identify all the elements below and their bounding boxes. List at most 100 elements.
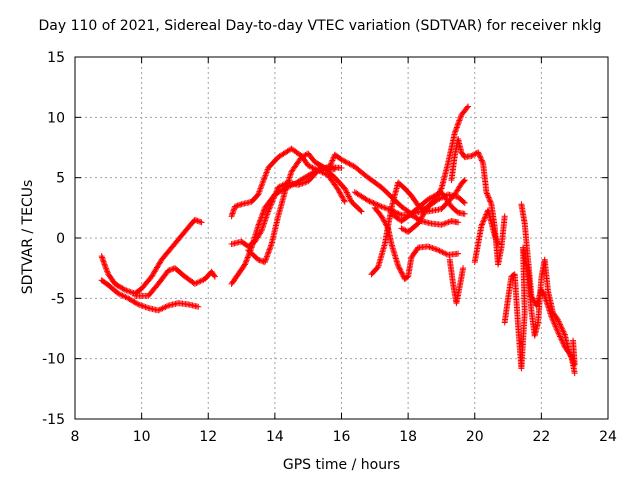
plus-marker xyxy=(433,246,440,253)
plus-marker xyxy=(451,130,458,137)
plus-marker xyxy=(295,181,302,188)
plus-marker xyxy=(262,170,269,177)
plus-marker xyxy=(485,193,492,200)
plus-marker xyxy=(383,222,390,229)
plus-marker xyxy=(435,247,442,254)
plus-marker xyxy=(460,265,467,272)
plus-marker xyxy=(196,278,203,285)
plus-marker xyxy=(199,277,206,284)
x-tick-label: 8 xyxy=(71,429,80,445)
plus-marker xyxy=(440,249,447,256)
plus-marker xyxy=(556,332,563,339)
plus-marker xyxy=(529,295,536,302)
plus-marker xyxy=(278,182,285,189)
plus-marker xyxy=(255,191,262,198)
plus-marker xyxy=(159,305,166,312)
plus-marker xyxy=(256,188,263,195)
plus-marker xyxy=(141,303,148,310)
plus-marker xyxy=(374,201,381,208)
plus-marker xyxy=(345,192,352,199)
plus-marker xyxy=(121,293,128,300)
plus-marker xyxy=(160,304,167,311)
plus-marker xyxy=(298,154,305,161)
plus-marker xyxy=(346,194,353,201)
plus-marker xyxy=(120,286,127,293)
plus-marker xyxy=(309,164,316,171)
plus-marker xyxy=(267,243,274,250)
plus-marker xyxy=(124,287,131,294)
y-tick-label: 15 xyxy=(47,50,65,66)
plus-marker xyxy=(261,220,268,227)
plus-marker xyxy=(336,189,343,196)
plus-marker xyxy=(339,194,346,201)
plus-marker xyxy=(558,324,565,331)
plus-marker xyxy=(272,191,279,198)
plus-marker xyxy=(269,198,276,205)
plus-marker xyxy=(195,303,202,310)
plus-marker xyxy=(555,318,562,325)
plus-marker xyxy=(264,250,271,257)
plus-marker xyxy=(338,156,345,163)
plus-marker xyxy=(268,199,275,206)
plus-marker xyxy=(430,245,437,252)
plus-marker xyxy=(269,197,276,204)
x-tick-label: 18 xyxy=(399,429,417,445)
plus-marker xyxy=(266,204,273,211)
plus-marker xyxy=(487,198,494,205)
y-tick-label: 0 xyxy=(56,231,65,247)
plus-marker xyxy=(559,325,566,332)
plus-marker xyxy=(457,114,464,121)
plus-marker xyxy=(197,278,204,285)
plus-marker xyxy=(548,314,555,321)
plus-marker xyxy=(301,152,308,159)
plus-marker xyxy=(123,294,130,301)
plus-marker xyxy=(308,163,315,170)
plus-marker xyxy=(263,254,270,261)
plus-marker xyxy=(455,219,462,226)
plus-marker xyxy=(325,166,332,173)
plus-marker xyxy=(267,245,274,252)
plus-marker xyxy=(302,179,309,186)
plus-marker xyxy=(343,189,350,196)
plus-marker xyxy=(425,196,432,203)
plus-marker xyxy=(118,291,125,298)
plus-marker xyxy=(143,304,150,311)
plus-marker xyxy=(241,262,248,269)
plus-marker xyxy=(365,197,372,204)
plus-marker xyxy=(347,161,354,168)
plus-marker xyxy=(456,117,463,124)
plus-marker xyxy=(469,152,476,159)
series-track-1 xyxy=(98,216,205,297)
plus-marker xyxy=(484,191,491,198)
plus-marker xyxy=(549,316,556,323)
plus-marker xyxy=(442,250,449,257)
plus-marker xyxy=(337,190,344,197)
plus-marker xyxy=(265,247,272,254)
y-axis-label: SDTVAR / TECUs xyxy=(20,179,36,295)
plus-marker xyxy=(377,203,384,210)
plus-marker xyxy=(485,194,492,201)
plus-marker xyxy=(139,302,146,309)
plus-marker xyxy=(135,301,142,308)
plus-marker xyxy=(338,192,345,199)
plus-marker xyxy=(567,352,574,359)
plus-marker xyxy=(437,248,444,255)
plus-marker xyxy=(392,209,399,216)
plus-marker xyxy=(370,200,377,207)
plus-marker xyxy=(382,219,389,226)
plus-marker xyxy=(395,262,402,269)
plus-marker xyxy=(431,192,438,199)
plus-marker xyxy=(194,279,201,286)
plus-marker xyxy=(335,186,342,193)
x-tick-label: 12 xyxy=(199,429,217,445)
plus-marker xyxy=(262,172,269,179)
plus-marker xyxy=(481,215,488,222)
plus-marker xyxy=(397,211,404,218)
plus-marker xyxy=(453,125,460,132)
plus-marker xyxy=(559,337,566,344)
y-tick-label: -5 xyxy=(51,291,65,307)
plus-marker xyxy=(245,253,252,260)
plus-marker xyxy=(550,317,557,324)
plus-marker xyxy=(262,256,269,263)
